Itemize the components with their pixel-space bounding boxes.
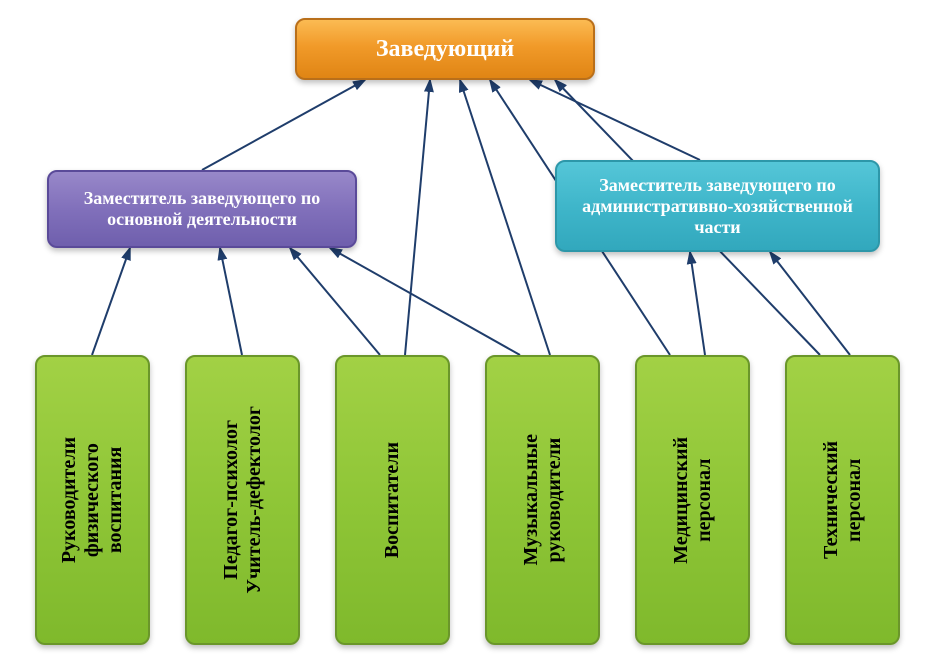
node-b6-label: Технический персонал	[820, 441, 866, 559]
edge-b3-to-deputy_main	[290, 248, 380, 355]
edge-b6-to-deputy_admin	[770, 252, 850, 355]
node-b1-label: Руководители физического воспитания	[58, 437, 127, 563]
node-deputy-admin: Заместитель заведующего по административ…	[555, 160, 880, 252]
node-head-label: Заведующий	[376, 36, 514, 63]
edge-b3-to-head	[405, 80, 430, 355]
edge-b4-to-head	[460, 80, 550, 355]
edge-b1-to-deputy_main	[92, 248, 130, 355]
edge-b2-to-deputy_main	[220, 248, 242, 355]
node-deputy-main: Заместитель заведующего по основной деят…	[47, 170, 357, 248]
node-head: Заведующий	[295, 18, 595, 80]
node-b2: Педагог-психолог Учитель-дефектолог	[185, 355, 300, 645]
edge-deputy_main-to-head	[202, 80, 365, 170]
node-b3-label: Воспитатели	[381, 442, 404, 558]
node-deputy-admin-label: Заместитель заведующего по административ…	[567, 175, 868, 238]
node-b5-label: Медицинский персонал	[670, 437, 716, 564]
edge-b4-to-deputy_main	[330, 248, 520, 355]
node-b5: Медицинский персонал	[635, 355, 750, 645]
node-b6: Технический персонал	[785, 355, 900, 645]
node-b1: Руководители физического воспитания	[35, 355, 150, 645]
org-chart: Заведующий Заместитель заведующего по ос…	[0, 0, 926, 663]
node-deputy-main-label: Заместитель заведующего по основной деят…	[59, 188, 345, 230]
edge-deputy_admin-to-head	[530, 80, 700, 160]
node-b4-label: Музыкальные руководители	[520, 434, 566, 565]
node-b2-label: Педагог-психолог Учитель-дефектолог	[220, 406, 266, 594]
edge-b5-to-deputy_admin	[690, 252, 705, 355]
node-b4: Музыкальные руководители	[485, 355, 600, 645]
node-b3: Воспитатели	[335, 355, 450, 645]
